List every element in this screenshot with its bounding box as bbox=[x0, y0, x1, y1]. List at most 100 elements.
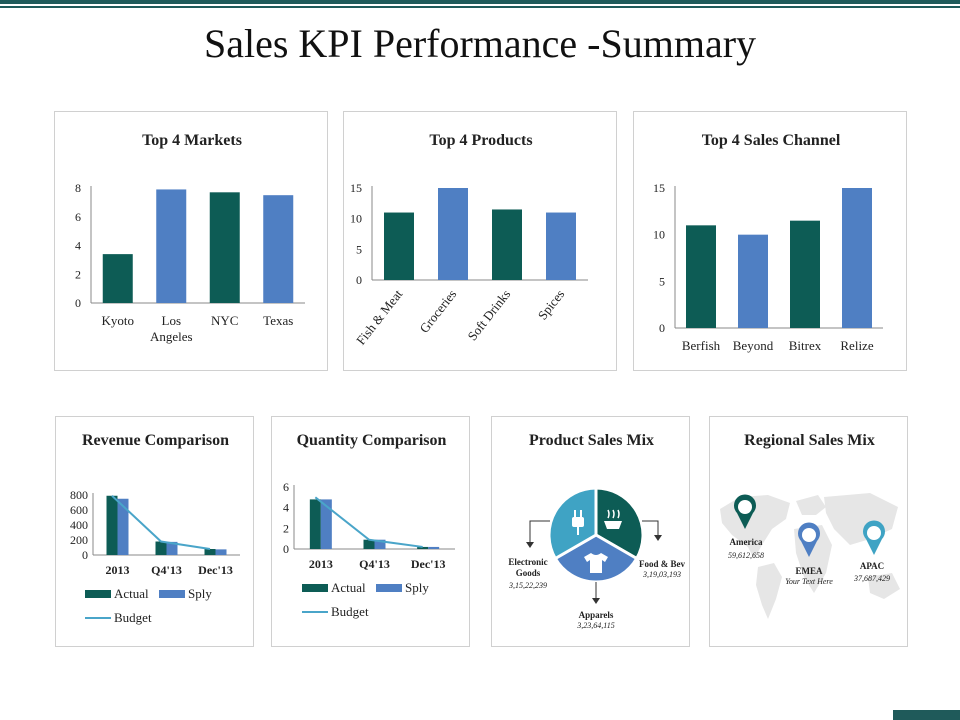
arrow-apparels bbox=[592, 598, 600, 604]
bar-groceries bbox=[438, 188, 468, 280]
plug-icon bbox=[572, 510, 584, 535]
x-tick-label: Relize bbox=[840, 338, 873, 353]
chart-title: Quantity Comparison bbox=[297, 432, 447, 449]
y-tick-label: 0 bbox=[82, 548, 88, 562]
chart-title: Top 4 Products bbox=[429, 132, 532, 149]
legend-swatch-actual bbox=[302, 584, 328, 592]
emea-value: Your Text Here bbox=[785, 577, 833, 586]
legend-label-budget: Budget bbox=[331, 604, 369, 619]
x-tick-label: Spices bbox=[535, 287, 568, 323]
legend-label-actual: Actual bbox=[114, 586, 149, 601]
bar-actual-0 bbox=[106, 495, 118, 555]
chart-title: Revenue Comparison bbox=[82, 432, 229, 449]
food-bev-value: 3,19,03,193 bbox=[642, 570, 681, 579]
x-tick-label: 2013 bbox=[106, 563, 130, 577]
bar-bitrex bbox=[790, 220, 820, 328]
x-tick-label: 2013 bbox=[309, 557, 333, 571]
electronic-goods-label: Electronic bbox=[508, 557, 547, 567]
bar-relize bbox=[842, 188, 872, 328]
bar-sply-0 bbox=[320, 499, 332, 549]
x-tick-label: Berfish bbox=[682, 338, 721, 353]
connector-food-bev bbox=[642, 520, 659, 538]
bar-kyoto bbox=[102, 254, 133, 303]
bar-sply-2 bbox=[428, 546, 440, 549]
footer-bar bbox=[893, 710, 960, 720]
america-value: 59,612,658 bbox=[728, 551, 764, 560]
chart-title: Product Sales Mix bbox=[529, 432, 654, 449]
bar-soft-drinks bbox=[492, 209, 522, 280]
bar-sply-0 bbox=[117, 498, 129, 555]
emea-label: EMEA bbox=[796, 566, 824, 576]
arrow-electronic bbox=[526, 542, 534, 548]
bar-sply-2 bbox=[215, 549, 227, 555]
x-tick-label: Dec'13 bbox=[198, 563, 233, 577]
shirt-icon bbox=[584, 553, 608, 573]
regional-mix-chart: Regional Sales Mix America 59,612,658 EMEAY… bbox=[720, 432, 900, 619]
channels-chart: Top 4 Sales Channel 0 5 10 15 Berfish Beyond Bi… bbox=[653, 132, 883, 353]
y-tick-label: 8 bbox=[75, 181, 81, 195]
bar-actual-1 bbox=[155, 541, 167, 555]
legend-label-budget: Budget bbox=[114, 610, 152, 625]
bar-actual-1 bbox=[363, 539, 375, 549]
shirt-shape bbox=[584, 553, 608, 573]
bar-spices bbox=[546, 212, 576, 280]
channels-panel: Top 4 Sales Channel 0 5 10 15 Berfish Beyond Bi… bbox=[633, 111, 907, 371]
x-tick-label: NYC bbox=[211, 313, 238, 328]
quantity-panel: Quantity Comparison 0 2 4 6 2013 Q4'13 Dec'13 Ac… bbox=[271, 416, 470, 647]
y-tick-label: 10 bbox=[653, 228, 665, 242]
map-europe bbox=[796, 495, 826, 515]
header-rule-thick bbox=[0, 0, 960, 4]
x-tick-label: Kyoto bbox=[102, 313, 135, 328]
x-tick-label: Los bbox=[162, 313, 182, 328]
food-bev-label: Food & Bev bbox=[639, 559, 685, 569]
map-pin-hole bbox=[867, 526, 881, 540]
map-australia bbox=[868, 573, 900, 599]
y-tick-label: 0 bbox=[356, 273, 362, 287]
quantity-chart: Quantity Comparison 0 2 4 6 2013 Q4'13 Dec'13 Ac… bbox=[283, 432, 455, 619]
apac-label: APAC bbox=[860, 561, 884, 571]
apparels-value: 3,23,64,115 bbox=[576, 621, 614, 630]
bar-actual-2 bbox=[204, 549, 216, 555]
map-pin-hole bbox=[738, 500, 752, 514]
y-tick-label: 400 bbox=[70, 518, 88, 532]
x-tick-label: Groceries bbox=[416, 287, 459, 336]
legend-label-actual: Actual bbox=[331, 580, 366, 595]
y-tick-label: 4 bbox=[283, 501, 289, 515]
bar-texas bbox=[263, 195, 294, 303]
map-asia bbox=[824, 493, 898, 545]
budget-line bbox=[111, 495, 211, 550]
legend-swatch-sply bbox=[376, 584, 402, 592]
apac-value: 37,687,429 bbox=[853, 574, 890, 583]
regional-mix-panel: Regional Sales Mix America 59,612,658 EMEA Y… bbox=[709, 416, 908, 647]
chart-title: Top 4 Markets bbox=[142, 132, 242, 149]
y-tick-label: 15 bbox=[653, 181, 665, 195]
y-tick-label: 6 bbox=[75, 210, 81, 224]
plug-cord bbox=[577, 527, 579, 535]
y-tick-label: 0 bbox=[75, 296, 81, 310]
legend-swatch-sply bbox=[159, 590, 185, 598]
x-tick-label: Bitrex bbox=[789, 338, 822, 353]
map-south-america bbox=[756, 563, 782, 619]
x-tick-label: Soft Drinks bbox=[464, 287, 513, 344]
revenue-panel: Revenue Comparison 0 200 400 600 800 2013 Q4'13… bbox=[55, 416, 254, 647]
electronic-goods-value: 3,15,22,239 bbox=[508, 581, 547, 590]
y-tick-label: 15 bbox=[350, 181, 362, 195]
connector-electronic bbox=[529, 520, 550, 545]
products-chart: Top 4 Products 0 5 10 15 Fish & Meat Groceries… bbox=[350, 132, 588, 348]
x-tick-label: Q4'13 bbox=[359, 557, 390, 571]
bar-los-angeles bbox=[156, 189, 187, 303]
x-tick-label: Dec'13 bbox=[411, 557, 446, 571]
y-tick-label: 600 bbox=[70, 503, 88, 517]
legend-label-sply: Sply bbox=[405, 580, 429, 595]
plug-prong bbox=[574, 510, 576, 517]
plug-prong bbox=[580, 510, 582, 517]
food-bowl-icon bbox=[604, 509, 622, 529]
y-tick-label: 800 bbox=[70, 488, 88, 502]
x-tick-label: Fish & Meat bbox=[353, 286, 406, 347]
legend-label-sply: Sply bbox=[188, 586, 212, 601]
y-tick-label: 200 bbox=[70, 533, 88, 547]
x-tick-label: Q4'13 bbox=[151, 563, 182, 577]
